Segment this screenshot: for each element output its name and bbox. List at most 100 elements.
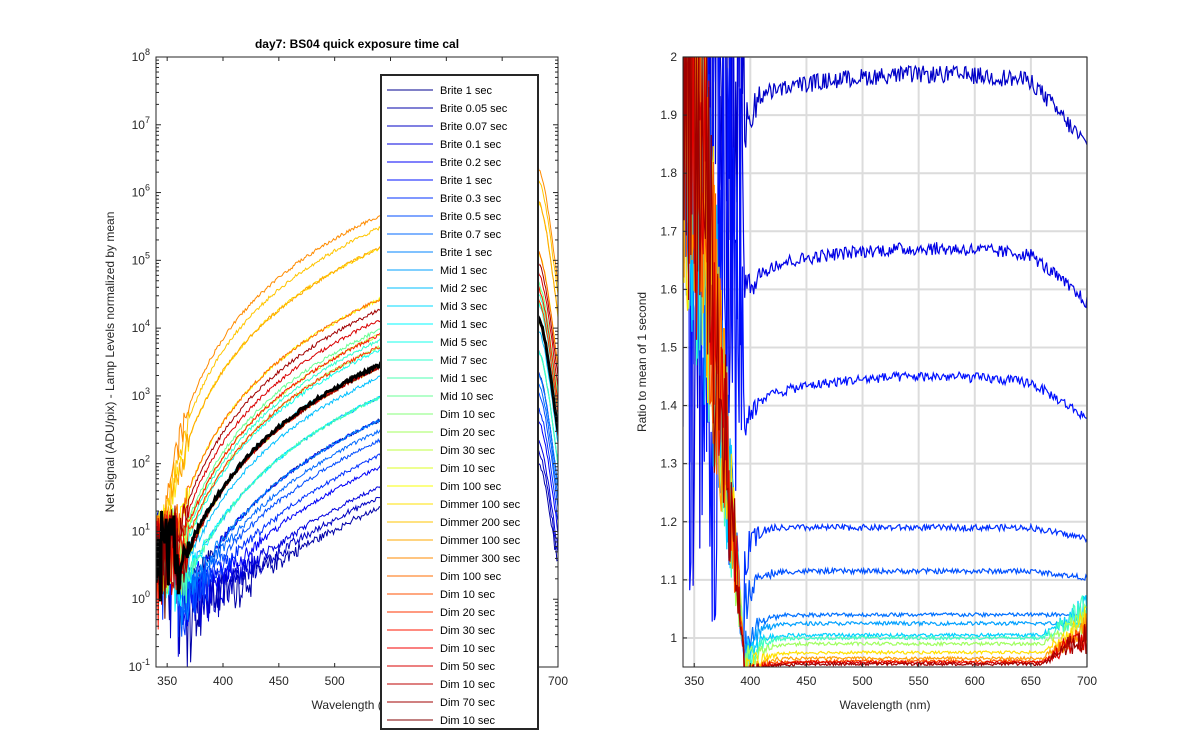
right-series-line — [684, 57, 1087, 667]
right-y-ticks: 1 1.1 1.2 1.3 1.4 1.5 1.6 1.7 1.8 1.9 2 — [660, 50, 687, 645]
legend-entry-label: Brite 1 sec — [440, 175, 492, 187]
right-y-tick-label: 1.6 — [660, 282, 677, 296]
right-x-tick-label: 700 — [1077, 674, 1097, 688]
left-y-tick-base: 10 — [132, 457, 146, 471]
right-series-line — [683, 57, 1087, 622]
left-y-tick-exp: 1 — [145, 521, 150, 531]
legend-entry-label: Dim 100 sec — [440, 481, 502, 493]
legend-entry-label: Mid 5 sec — [440, 337, 488, 349]
right-series-line — [683, 57, 1087, 667]
legend-entry-label: Brite 0.3 sec — [440, 193, 502, 205]
right-x-tick-label: 500 — [853, 674, 873, 688]
left-y-tick-base: 10 — [132, 321, 146, 335]
left-y-tick-exp: 6 — [145, 183, 150, 193]
legend-box — [380, 74, 539, 730]
right-series-line — [683, 57, 1087, 653]
left-x-tick-label: 500 — [325, 674, 345, 688]
left-x-tick-label: 350 — [157, 674, 177, 688]
right-y-tick-label: 1.5 — [660, 340, 677, 354]
legend-entry-label: Brite 0.05 sec — [440, 103, 508, 115]
right-x-ticks: 350 400 450 500 550 600 650 700 — [684, 663, 1097, 688]
right-x-tick-label: 650 — [1021, 674, 1041, 688]
right-x-axis-label: Wavelength (nm) — [840, 698, 931, 712]
left-y-tick-label: 10-1 — [129, 657, 150, 674]
right-x-tick-label: 450 — [796, 674, 816, 688]
legend-entry-label: Brite 1 sec — [440, 85, 492, 97]
legend-entry-label: Dimmer 100 sec — [440, 499, 521, 511]
left-axes-box — [155, 56, 559, 668]
left-y-tick-label: 105 — [132, 250, 150, 267]
right-axes-box — [682, 56, 1088, 668]
left-y-tick-base: 10 — [132, 118, 146, 132]
left-y-tick-exp: 3 — [145, 386, 150, 396]
right-series-line — [683, 57, 1087, 330]
left-y-tick-exp: 8 — [145, 47, 150, 57]
left-x-axis-label: Wavelength (nm) — [312, 698, 403, 712]
legend-entry-label: Brite 0.1 sec — [440, 139, 502, 151]
legend-entry-label: Mid 7 sec — [440, 355, 488, 367]
right-y-tick-label: 1.2 — [660, 515, 677, 529]
left-y-tick-label: 100 — [132, 589, 150, 606]
legend-entry-label: Brite 0.5 sec — [440, 211, 502, 223]
legend-entry-label: Mid 3 sec — [440, 301, 488, 313]
left-y-tick-base: 10 — [132, 253, 146, 267]
left-y-tick-exp: 7 — [145, 115, 150, 125]
left-y-tick-base: 10 — [132, 524, 146, 538]
left-y-tick-label: 106 — [132, 183, 150, 200]
legend: Brite 1 sec Brite 0.05 sec Brite 0.07 sec B… — [380, 74, 539, 730]
legend-entry-label: Dim 10 sec — [440, 643, 496, 655]
left-y-tick-base: 10 — [129, 660, 143, 674]
left-y-tick-label: 108 — [132, 47, 150, 64]
right-x-tick-label: 550 — [909, 674, 929, 688]
legend-items: Brite 1 sec Brite 0.05 sec Brite 0.07 sec B… — [387, 85, 521, 727]
right-y-tick-label: 1.7 — [660, 224, 677, 238]
left-y-tick-base: 10 — [132, 592, 146, 606]
legend-entry-label: Dimmer 300 sec — [440, 553, 521, 565]
legend-entry-label: Dim 10 sec — [440, 715, 496, 727]
right-y-axis-label: Ratio to mean of 1 second — [635, 292, 649, 432]
legend-entry-label: Dim 10 sec — [440, 589, 496, 601]
legend-entry-label: Dimmer 100 sec — [440, 535, 521, 547]
left-y-tick-base: 10 — [132, 389, 146, 403]
right-series-line — [683, 57, 1087, 667]
legend-entry-label: Brite 1 sec — [440, 247, 492, 259]
legend-entry-label: Mid 1 sec — [440, 265, 488, 277]
right-y-tick-label: 1.1 — [660, 573, 677, 587]
legend-entry-label: Mid 2 sec — [440, 283, 488, 295]
right-y-tick-label: 2 — [670, 50, 677, 64]
right-y-tick-label: 1.9 — [660, 108, 677, 122]
right-x-tick-label: 600 — [965, 674, 985, 688]
left-y-tick-exp: 2 — [145, 454, 150, 464]
legend-entry-label: Dim 10 sec — [440, 679, 496, 691]
right-y-tick-label: 1.4 — [660, 399, 677, 413]
right-y-tick-label: 1 — [670, 631, 677, 645]
right-series-line — [683, 57, 1087, 662]
legend-entry-label: Dim 20 sec — [440, 427, 496, 439]
right-axes: 350 400 450 500 550 600 650 700 1 1.1 1.2 1.3 1.4 1.… — [635, 50, 1097, 712]
legend-entry-label: Mid 10 sec — [440, 391, 494, 403]
legend-entry-label: Brite 0.07 sec — [440, 121, 508, 133]
right-y-tick-label: 1.8 — [660, 166, 677, 180]
left-y-tick-label: 101 — [132, 521, 150, 538]
left-y-axis-label: Net Signal (ADU/pix) - Lamp Levels norma… — [103, 212, 117, 513]
legend-entry-label: Dimmer 200 sec — [440, 517, 521, 529]
legend-entry-label: Dim 50 sec — [440, 661, 496, 673]
legend-entry-label: Dim 70 sec — [440, 697, 496, 709]
right-x-tick-label: 350 — [684, 674, 704, 688]
left-y-tick-base: 10 — [132, 50, 146, 64]
legend-entry-label: Dim 100 sec — [440, 571, 502, 583]
right-series-line — [683, 57, 1087, 667]
left-x-tick-label: 450 — [269, 674, 289, 688]
left-y-tick-label: 107 — [132, 115, 150, 132]
right-series-group — [683, 57, 1087, 667]
left-y-tick-label: 102 — [132, 454, 150, 471]
legend-entry-label: Brite 0.7 sec — [440, 229, 502, 241]
right-x-tick-label: 400 — [740, 674, 760, 688]
right-series-line — [683, 57, 1087, 667]
left-y-tick-label: 103 — [132, 386, 150, 403]
left-y-tick-exp: 0 — [145, 589, 150, 599]
legend-entry-label: Mid 1 sec — [440, 319, 488, 331]
left-x-tick-label: 400 — [213, 674, 233, 688]
